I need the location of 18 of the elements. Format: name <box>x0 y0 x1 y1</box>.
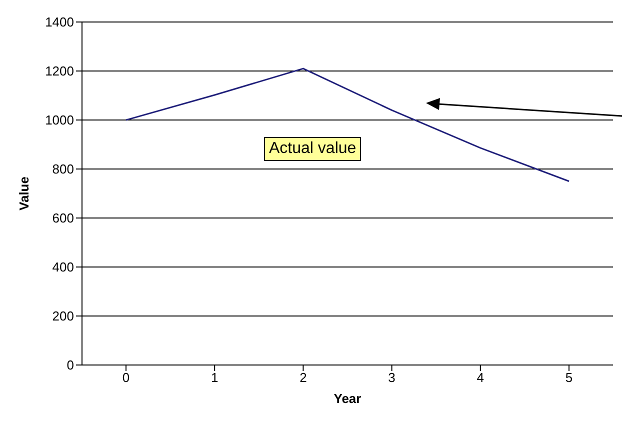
y-tick-label: 200 <box>52 308 74 324</box>
y-tick-label: 600 <box>52 210 74 226</box>
line-series <box>125 68 570 182</box>
y-tick-label: 1400 <box>45 14 74 30</box>
y-tick-label: 800 <box>52 162 74 177</box>
y-tick-label: 400 <box>52 260 74 275</box>
x-tick-label: 2 <box>300 370 307 386</box>
x-tick-label: 3 <box>388 370 396 386</box>
x-tick-label: 5 <box>565 370 573 386</box>
y-tick-label: 1200 <box>45 64 74 79</box>
x-tick-label: 0 <box>122 370 130 386</box>
annotation: Actual value <box>264 137 362 161</box>
y-axis-title: Value <box>16 176 32 210</box>
x-tick-label: 1 <box>210 370 218 386</box>
y-tick-label: 0 <box>66 358 74 373</box>
x-tick-label: 4 <box>476 370 484 386</box>
y-tick-label: 1000 <box>45 112 74 128</box>
x-axis-title: Year <box>334 391 362 406</box>
